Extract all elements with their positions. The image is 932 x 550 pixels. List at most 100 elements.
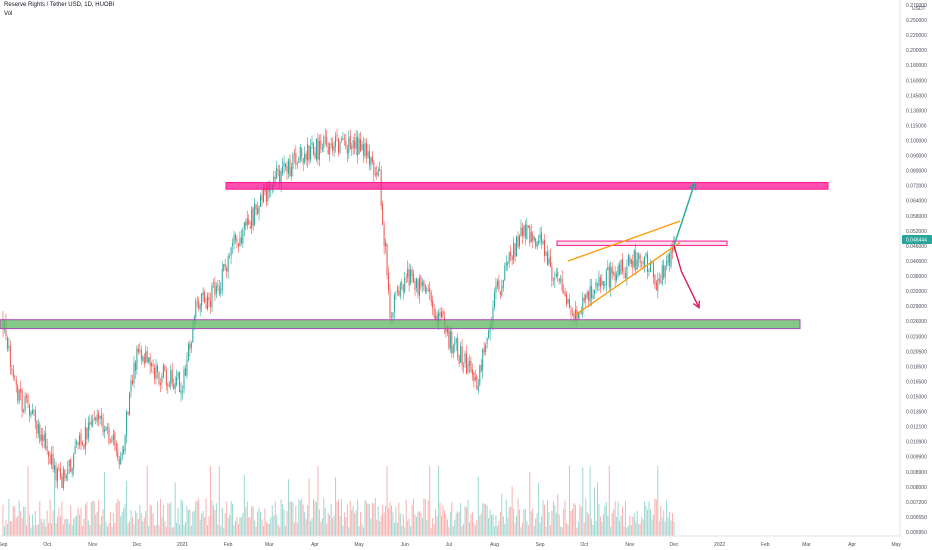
price-axis-tick: 0.130000 xyxy=(906,108,927,114)
candle-body xyxy=(86,427,88,440)
volume-bar xyxy=(544,504,546,536)
price-axis[interactable]: 0.270000 0.250000 0.220000 0.200000 0.180000… xyxy=(906,3,927,536)
last-price-tag: 0.046444 xyxy=(902,235,932,244)
volume-bar xyxy=(209,466,211,536)
wedge-lower-line[interactable] xyxy=(575,241,681,316)
volume-bar xyxy=(435,508,437,536)
volume-bar xyxy=(133,524,135,536)
volume-bar xyxy=(240,517,242,536)
resistance-zone[interactable] xyxy=(225,181,829,190)
candle-body xyxy=(158,372,160,384)
candle-body xyxy=(192,328,194,343)
candle-body xyxy=(382,203,384,225)
volume-bar xyxy=(386,466,388,536)
candle-body xyxy=(77,443,79,445)
candle-body xyxy=(211,285,213,308)
candle-body xyxy=(129,392,131,415)
candle-body xyxy=(320,140,322,149)
volume-bar xyxy=(340,498,342,536)
volume-bar xyxy=(323,498,325,536)
candle-body xyxy=(468,360,470,366)
candle-body xyxy=(180,390,182,394)
candle-body xyxy=(619,264,621,275)
volume-bar xyxy=(433,524,435,536)
candle-body xyxy=(461,346,463,366)
volume-bar xyxy=(64,519,66,536)
volume-bar xyxy=(81,526,83,536)
candle-body xyxy=(293,153,295,156)
candle-body xyxy=(663,264,665,278)
candle-body xyxy=(207,295,209,310)
volume-bar xyxy=(258,507,260,536)
wedge-upper-line[interactable] xyxy=(567,220,681,262)
candle-body xyxy=(145,351,147,364)
volume-bar xyxy=(332,518,334,536)
candle-body xyxy=(112,434,114,440)
volume-bar xyxy=(595,520,597,536)
plot-area[interactable] xyxy=(0,0,900,536)
volume-bar xyxy=(635,522,637,536)
volume-bar xyxy=(149,504,151,536)
volume-bar xyxy=(471,512,473,536)
bullish-arrow[interactable] xyxy=(673,183,696,246)
volume-bar xyxy=(134,510,136,536)
volume-bar xyxy=(529,471,531,536)
volume-bar xyxy=(389,502,391,536)
candle-body xyxy=(535,238,537,247)
candle-body xyxy=(401,282,403,285)
volume-bar xyxy=(438,466,440,536)
candle-body xyxy=(392,312,394,317)
volume-bar xyxy=(343,512,345,536)
volume-bar xyxy=(670,520,672,536)
volume-bar xyxy=(190,525,192,536)
mid-zone[interactable] xyxy=(556,240,728,246)
candle-body xyxy=(345,140,347,149)
bearish-arrow[interactable] xyxy=(673,245,700,308)
candle-body xyxy=(546,252,548,265)
candle-body xyxy=(92,419,94,426)
candle-body xyxy=(621,259,623,272)
volume-bar xyxy=(304,511,306,536)
volume-bar xyxy=(205,498,207,536)
volume-bar xyxy=(109,512,111,536)
volume-bar xyxy=(363,527,365,536)
support-zone[interactable] xyxy=(0,319,801,330)
volume-bar xyxy=(314,500,316,536)
volume-bar xyxy=(11,521,13,536)
volume-bar xyxy=(365,501,367,536)
volume-bar xyxy=(139,505,141,536)
volume-bar xyxy=(233,524,235,536)
candle-body xyxy=(441,311,443,318)
candle-body xyxy=(176,377,178,385)
candle-body xyxy=(502,280,504,288)
volume-bar xyxy=(402,514,404,536)
candle-body xyxy=(218,286,220,294)
volume-bar xyxy=(318,509,320,536)
volume-bar xyxy=(368,503,370,536)
candle-body xyxy=(367,151,369,158)
volume-bar xyxy=(377,506,379,536)
volume-bar xyxy=(669,512,671,536)
volume-bar xyxy=(227,517,229,536)
volume-bar xyxy=(599,516,601,536)
candle-body xyxy=(133,363,135,384)
candle-body xyxy=(407,268,409,278)
candle-body xyxy=(368,151,370,165)
volume-bar xyxy=(589,466,591,536)
symbol-legend[interactable]: Reserve Rights / Tether USD, 1D, HUOBI xyxy=(4,2,115,8)
volume-bar xyxy=(5,519,7,536)
volume-bar xyxy=(76,515,78,536)
candle-body xyxy=(629,257,631,264)
volume-bar xyxy=(371,502,373,536)
volume-bar xyxy=(504,523,506,536)
candle-body xyxy=(48,451,50,457)
candle-body xyxy=(305,153,307,160)
volume-bar xyxy=(192,511,194,536)
time-axis[interactable]: Sep Oct Nov Dec 2021 Feb Mar Apr May Jun Jul Aug Sep… xyxy=(0,542,901,548)
candle-body xyxy=(393,294,395,312)
volume-bar xyxy=(224,513,226,536)
volume-legend[interactable]: Vol xyxy=(4,11,13,17)
time-axis-label: Oct xyxy=(43,542,51,548)
candle-body xyxy=(626,266,628,279)
